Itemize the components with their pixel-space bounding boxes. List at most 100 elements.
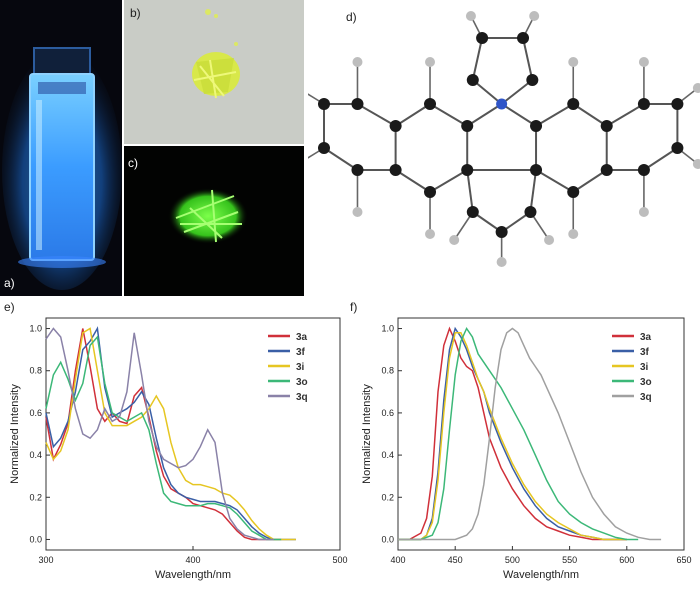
- green-crystal-illustration: [168, 188, 248, 244]
- molecular-structure: d): [292, 0, 700, 296]
- bond: [323, 147, 359, 171]
- hydrogen-atom: [352, 57, 363, 67]
- bond: [501, 79, 533, 105]
- photo-crystals-uv: c): [124, 146, 304, 296]
- carbon-atom: [476, 32, 489, 44]
- bond: [643, 147, 678, 171]
- bond: [606, 103, 645, 127]
- hydrogen-atom: [544, 235, 555, 245]
- hydrogen-atom: [692, 83, 700, 93]
- panel-label-b: b): [130, 6, 141, 20]
- series-line-3q: [45, 327, 274, 541]
- cuvette-illustration: [2, 47, 122, 290]
- y-tick-label: 1.0: [29, 324, 42, 334]
- carbon-atom: [461, 164, 474, 176]
- bond: [501, 103, 537, 127]
- carbon-atom: [466, 74, 479, 86]
- y-tick-label: 0.4: [29, 450, 42, 460]
- bond: [472, 79, 503, 105]
- hydrogen-atom: [465, 11, 476, 21]
- carbon-atom: [495, 226, 508, 238]
- carbon-atom: [351, 164, 364, 176]
- series-line-3a: [398, 326, 627, 541]
- bond: [395, 169, 431, 193]
- bond: [535, 169, 574, 193]
- bond: [429, 103, 468, 127]
- carbon-atom: [600, 164, 613, 176]
- x-tick-label: 300: [38, 555, 53, 565]
- nitrogen-atom: [496, 98, 508, 110]
- x-tick-label: 600: [619, 555, 634, 565]
- x-tick-label: 500: [332, 555, 347, 565]
- hydrogen-atom: [568, 57, 579, 67]
- bond: [535, 103, 574, 127]
- carbon-atom: [389, 164, 402, 176]
- photo-cuvette: a): [0, 0, 122, 296]
- x-tick-label: 450: [448, 555, 463, 565]
- y-tick-label: 0.6: [29, 408, 42, 418]
- yellow-crystal-illustration: [192, 9, 240, 99]
- y-tick-label: 0.0: [29, 534, 42, 544]
- legend-label: 3a: [296, 332, 308, 343]
- legend-label: 3i: [296, 362, 305, 373]
- hydrogen-atom: [529, 11, 540, 21]
- carbon-atom: [600, 120, 613, 132]
- legend-label: 3i: [640, 362, 649, 373]
- carbon-atom: [671, 142, 684, 154]
- y-tick-label: 0.6: [381, 408, 394, 418]
- x-tick-label: 550: [562, 555, 577, 565]
- series-line-3a: [45, 328, 282, 541]
- carbon-atom: [567, 98, 580, 110]
- bond: [466, 169, 474, 213]
- legend-label: 3o: [296, 377, 308, 388]
- y-axis-label: Normalized Intensity: [9, 384, 21, 484]
- bond: [395, 103, 431, 127]
- hydrogen-atom: [692, 159, 700, 169]
- hydrogen-atom: [425, 229, 436, 239]
- bond: [522, 37, 534, 81]
- chart-legend: 3a 3f 3i 3o 3q: [612, 332, 652, 403]
- bond: [471, 37, 484, 81]
- bond: [429, 169, 468, 193]
- chart-legend: 3a 3f 3i 3o 3q: [268, 332, 308, 403]
- y-tick-label: 1.0: [381, 324, 394, 334]
- carbon-atom: [351, 98, 364, 110]
- hydrogen-atom: [425, 57, 436, 67]
- hydrogen-atom: [449, 235, 460, 245]
- y-tick-label: 0.2: [381, 492, 394, 502]
- carbon-atom: [530, 120, 543, 132]
- carbon-atom: [466, 206, 479, 218]
- series-line-3q: [398, 327, 662, 541]
- panel-label-d: d): [346, 10, 357, 24]
- x-tick-label: 400: [185, 555, 200, 565]
- molecule-bonds: [297, 15, 699, 262]
- series-line-3o: [398, 326, 639, 541]
- bond: [529, 169, 538, 213]
- panel-label-f: f): [350, 300, 358, 314]
- hydrogen-atom: [638, 57, 649, 67]
- carbon-atom: [318, 98, 330, 110]
- bond: [466, 103, 503, 127]
- chart-emission: 400 450 500 550 600 650 0.0 0.2 0.4 0.6 0.8 1.0 Wave…: [350, 298, 700, 586]
- hydrogen-atom: [496, 257, 507, 267]
- y-tick-label: 0.8: [29, 366, 42, 376]
- y-tick-label: 0.2: [29, 492, 42, 502]
- legend-label: 3f: [640, 347, 650, 358]
- panel-label-e: e): [4, 300, 15, 314]
- hydrogen-atom: [638, 207, 649, 217]
- x-tick-label: 400: [390, 555, 405, 565]
- x-axis-label: Wavelength/nm: [503, 569, 579, 581]
- legend-label: 3f: [296, 347, 306, 358]
- y-tick-label: 0.8: [381, 366, 394, 376]
- y-axis-label: Normalized Intensity: [361, 384, 373, 484]
- carbon-atom: [530, 164, 543, 176]
- carbon-atom: [526, 74, 539, 86]
- x-tick-label: 650: [676, 555, 691, 565]
- chart-absorption: 300 400 500 0.0 0.2 0.4 0.6 0.8 1.0 Wavelength/nm…: [0, 298, 348, 586]
- x-axis-label: Wavelength/nm: [155, 569, 231, 581]
- carbon-atom: [567, 186, 580, 198]
- carbon-atom: [637, 164, 650, 176]
- carbon-atom: [461, 120, 474, 132]
- y-tick-label: 0.0: [381, 534, 394, 544]
- y-tick-label: 0.4: [381, 450, 394, 460]
